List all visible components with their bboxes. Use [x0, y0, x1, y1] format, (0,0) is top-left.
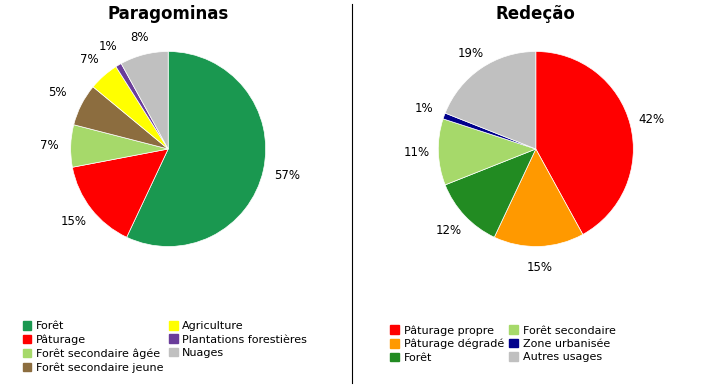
Title: Paragominas: Paragominas: [108, 5, 229, 23]
Text: 12%: 12%: [436, 224, 462, 237]
Wedge shape: [445, 51, 536, 149]
Text: 15%: 15%: [61, 216, 87, 228]
Wedge shape: [494, 149, 583, 247]
Wedge shape: [127, 51, 265, 247]
Text: 15%: 15%: [527, 261, 553, 274]
Text: 1%: 1%: [415, 102, 433, 115]
Wedge shape: [73, 149, 168, 237]
Wedge shape: [536, 51, 634, 235]
Text: 1%: 1%: [99, 40, 117, 53]
Text: 19%: 19%: [458, 47, 484, 60]
Text: 5%: 5%: [48, 86, 66, 99]
Text: 11%: 11%: [404, 146, 430, 159]
Wedge shape: [439, 119, 536, 185]
Legend: Forêt, Pâturage, Forêt secondaire âgée, Forêt secondaire jeune, Agriculture, Pla: Forêt, Pâturage, Forêt secondaire âgée, …: [23, 321, 307, 373]
Text: 8%: 8%: [130, 31, 149, 44]
Wedge shape: [70, 125, 168, 167]
Legend: Pâturage propre, Pâturage dégradé, Forêt, Forêt secondaire, Zone urbanisée, Autr: Pâturage propre, Pâturage dégradé, Forêt…: [390, 325, 615, 363]
Title: Redeção: Redeção: [496, 5, 576, 23]
Wedge shape: [445, 149, 536, 237]
Wedge shape: [116, 63, 168, 149]
Wedge shape: [121, 51, 168, 149]
Text: 42%: 42%: [638, 113, 664, 126]
Text: 7%: 7%: [80, 53, 99, 66]
Wedge shape: [443, 113, 536, 149]
Wedge shape: [93, 67, 168, 149]
Text: 57%: 57%: [274, 169, 300, 182]
Wedge shape: [74, 87, 168, 149]
Text: 7%: 7%: [40, 139, 58, 152]
